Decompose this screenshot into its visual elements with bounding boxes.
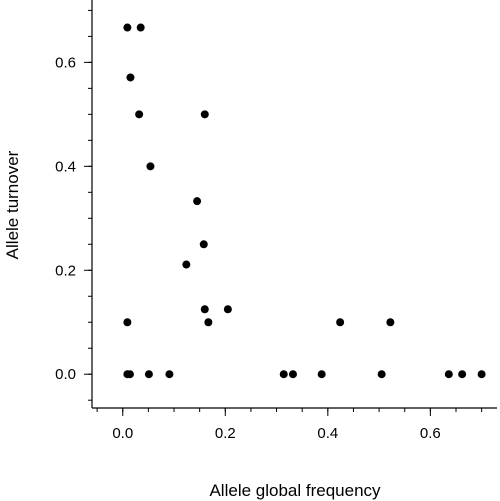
x-axis-title: Allele global frequency bbox=[209, 481, 381, 500]
x-tick-label: 0.2 bbox=[215, 425, 236, 442]
y-tick-label: 0.0 bbox=[55, 366, 76, 383]
data-point bbox=[279, 370, 288, 379]
data-point bbox=[386, 318, 395, 327]
data-point bbox=[123, 23, 132, 32]
data-point bbox=[336, 318, 345, 327]
data-point bbox=[204, 318, 213, 327]
y-tick-label: 0.4 bbox=[55, 158, 76, 175]
data-point bbox=[288, 370, 297, 379]
x-tick-label: 0.0 bbox=[112, 425, 133, 442]
axes: 0.0 0.2 0.4 0.6 0.0 0.2 0.4 0.6 bbox=[55, 0, 497, 442]
data-point bbox=[135, 110, 144, 119]
data-point bbox=[199, 240, 208, 249]
data-point bbox=[123, 318, 132, 327]
data-point bbox=[126, 73, 135, 82]
x-tick-label: 0.6 bbox=[420, 425, 441, 442]
data-points bbox=[123, 23, 486, 379]
data-point bbox=[477, 370, 486, 379]
y-tick-label: 0.2 bbox=[55, 262, 76, 279]
data-point bbox=[165, 370, 174, 379]
data-point bbox=[144, 370, 153, 379]
data-point bbox=[146, 162, 155, 171]
y-tick-label: 0.6 bbox=[55, 54, 76, 71]
x-tick-label: 0.4 bbox=[317, 425, 338, 442]
data-point bbox=[444, 370, 453, 379]
y-axis-title: Allele turnover bbox=[3, 150, 22, 259]
data-point bbox=[317, 370, 326, 379]
data-point bbox=[125, 370, 134, 379]
data-point bbox=[136, 23, 145, 32]
data-point bbox=[200, 110, 209, 119]
data-point bbox=[223, 305, 232, 314]
data-point bbox=[377, 370, 386, 379]
data-point bbox=[458, 370, 467, 379]
data-point bbox=[182, 260, 191, 269]
data-point bbox=[200, 305, 209, 314]
data-point bbox=[193, 197, 202, 206]
